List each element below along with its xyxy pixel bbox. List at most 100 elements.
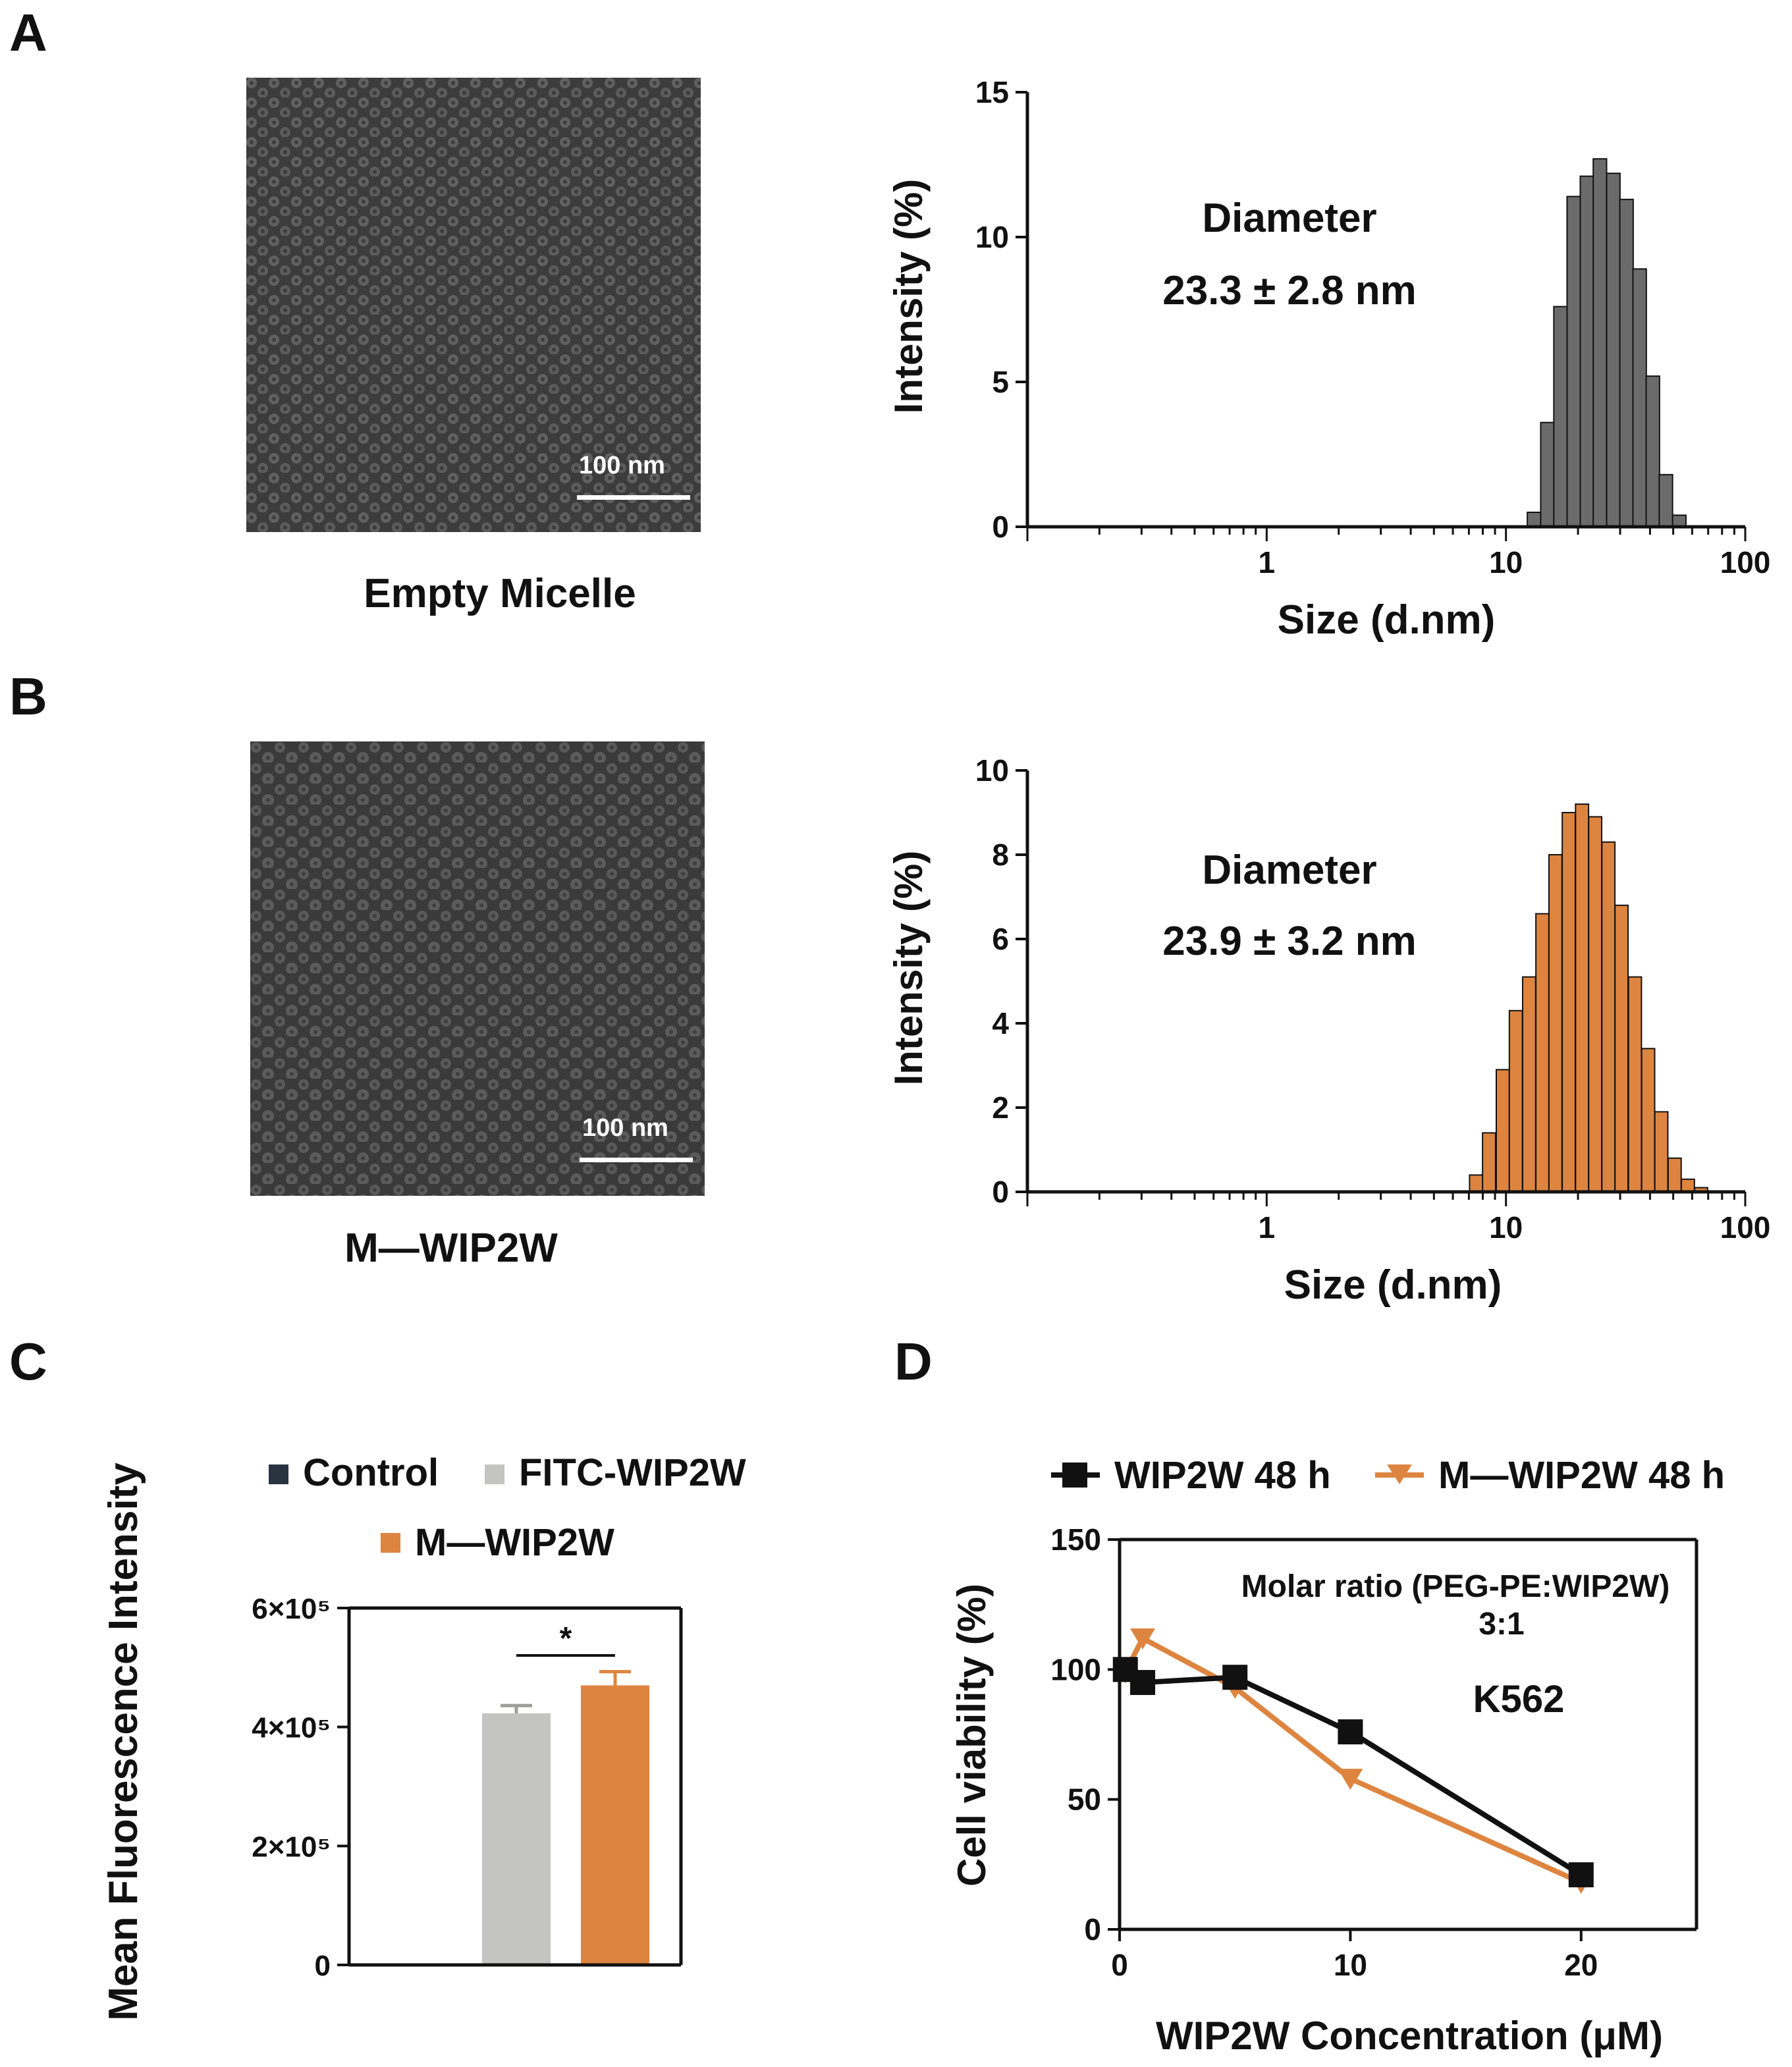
legend-marker-wip2w xyxy=(1062,1463,1087,1488)
legend-swatch-fitc-wip2w xyxy=(485,1464,504,1484)
y-tick-label: 10 xyxy=(975,220,1009,254)
y-axis-label: Intensity (%) xyxy=(886,179,931,414)
x-tick-label: 1 xyxy=(1259,545,1276,579)
histogram-bar xyxy=(1522,976,1536,1193)
legend-label-m-wip2w: M—WIP2W xyxy=(415,1521,614,1564)
y-tick-label: 0 xyxy=(315,1950,331,1982)
annotation-diameter: Diameter xyxy=(1202,196,1376,241)
y-tick-label: 2 xyxy=(992,1090,1009,1125)
x-axis-label: WIP2W Concentration (μM) xyxy=(1156,2014,1663,2058)
data-point-wip2w xyxy=(1568,1862,1594,1888)
y-tick-label: 0 xyxy=(992,1175,1009,1209)
series-line-m-wip2w xyxy=(1123,1634,1583,1885)
annotation-ratio-value: 3:1 xyxy=(1479,1607,1524,1642)
bar-fitc-wip2w xyxy=(482,1713,551,1965)
annotation-diameter-value: 23.3 ± 2.8 nm xyxy=(1162,268,1417,313)
legend-swatch-control xyxy=(269,1464,288,1484)
y-tick-label: 6 xyxy=(992,922,1009,956)
legend-marker-m-wip2w xyxy=(1387,1464,1412,1484)
scalebar-label-b: 100 nm xyxy=(582,1114,668,1142)
histogram-bar xyxy=(1658,473,1673,527)
scalebar-line-b xyxy=(580,1158,693,1162)
histogram-bar xyxy=(1654,1111,1669,1193)
y-axis-label: Mean Fluorescence Intensity xyxy=(101,1463,146,2021)
histogram-bar xyxy=(1606,173,1621,527)
histogram-bar xyxy=(1469,1174,1484,1193)
tem-caption-b: M—WIP2W xyxy=(344,1225,558,1271)
y-axis-label: Cell viability (%) xyxy=(950,1584,994,1887)
histogram-bar xyxy=(1592,158,1608,527)
chart-c-mfi: Control FITC-WIP2W M—WIP2W 0 2×10⁵ 4×10⁵ 6×… xyxy=(101,1451,746,2021)
data-point-m-wip2w xyxy=(1338,1769,1363,1790)
histogram-bar xyxy=(1614,904,1629,1193)
panel-letter-b: B xyxy=(9,667,47,726)
legend-swatch-m-wip2w xyxy=(381,1533,400,1553)
histogram-bar xyxy=(1553,306,1568,527)
x-tick-label: 10 xyxy=(1489,545,1523,579)
histogram-bar xyxy=(1548,854,1563,1193)
data-point-m-wip2w xyxy=(1130,1628,1156,1650)
histogram-bar xyxy=(1482,1132,1496,1193)
annotation-cell-line: K562 xyxy=(1473,1678,1565,1721)
histogram-bar xyxy=(1535,913,1550,1193)
histogram-bar xyxy=(1527,512,1542,527)
panel-letter-a: A xyxy=(9,3,47,62)
legend-label-m-wip2w: M—WIP2W 48 h xyxy=(1438,1454,1725,1497)
histogram-bar xyxy=(1540,421,1555,527)
histogram-bar xyxy=(1671,514,1687,528)
histogram-bar xyxy=(1575,803,1590,1193)
chart-b-dls: 0 2 4 6 8 10 1 10 100 Intensity (%) Size (d.nm)… xyxy=(886,753,1771,1308)
y-tick-label: 50 xyxy=(1068,1783,1101,1817)
data-point-wip2w xyxy=(1338,1719,1363,1745)
tem-texture-a xyxy=(246,78,701,532)
y-tick-label: 2×10⁵ xyxy=(252,1831,331,1863)
x-tick-label: 0 xyxy=(1111,1948,1128,1982)
y-tick-label: 100 xyxy=(1050,1652,1101,1686)
annotation-molar-ratio: Molar ratio (PEG-PE:WIP2W) xyxy=(1241,1569,1670,1604)
annotation-diameter-value: 23.9 ± 3.2 nm xyxy=(1162,919,1417,964)
histogram-bar xyxy=(1508,1009,1523,1193)
legend-label-fitc-wip2w: FITC-WIP2W xyxy=(519,1451,746,1494)
x-tick-label: 100 xyxy=(1720,545,1771,579)
tem-image-m-wip2w: 100 nm xyxy=(250,741,705,1196)
histogram-bar xyxy=(1641,1048,1656,1193)
data-point-wip2w xyxy=(1222,1665,1248,1690)
annotation-diameter: Diameter xyxy=(1202,847,1376,893)
bar-m-wip2w xyxy=(581,1685,649,1965)
y-axis-label: Intensity (%) xyxy=(886,851,931,1086)
histogram-bar xyxy=(1561,812,1576,1193)
significance-star: * xyxy=(560,1621,572,1656)
histogram-bar xyxy=(1566,196,1581,527)
histogram-bar xyxy=(1495,1069,1510,1193)
y-tick-label: 150 xyxy=(1050,1522,1101,1557)
y-tick-label: 10 xyxy=(975,753,1009,788)
histogram-bar xyxy=(1619,198,1634,528)
legend-label-wip2w: WIP2W 48 h xyxy=(1114,1454,1331,1497)
histogram-bar xyxy=(1667,1157,1682,1193)
histogram-bar xyxy=(1588,816,1603,1193)
tem-image-empty-micelle: 100 nm xyxy=(246,78,701,532)
histogram-bar xyxy=(1632,268,1647,527)
x-tick-label: 20 xyxy=(1564,1948,1598,1982)
histogram-bar xyxy=(1579,175,1594,528)
data-point-wip2w xyxy=(1130,1670,1156,1696)
scalebar-label-a: 100 nm xyxy=(579,452,665,479)
y-tick-label: 8 xyxy=(992,838,1009,872)
scalebar-line-a xyxy=(577,495,690,500)
y-tick-label: 0 xyxy=(992,510,1009,544)
histogram-bar xyxy=(1601,841,1616,1193)
x-tick-label: 10 xyxy=(1334,1948,1367,1982)
histogram-bar xyxy=(1645,375,1660,528)
x-tick-label: 100 xyxy=(1720,1210,1771,1245)
histogram-bar xyxy=(1627,976,1643,1193)
panel-letter-c: C xyxy=(9,1332,47,1391)
x-axis-label: Size (d.nm) xyxy=(1278,597,1496,643)
y-tick-label: 6×10⁵ xyxy=(252,1593,331,1625)
y-tick-label: 4×10⁵ xyxy=(252,1712,331,1744)
y-tick-label: 15 xyxy=(975,75,1009,109)
panel-letter-d: D xyxy=(894,1332,933,1391)
tem-caption-a: Empty Micelle xyxy=(364,571,636,616)
x-tick-label: 10 xyxy=(1489,1210,1523,1245)
